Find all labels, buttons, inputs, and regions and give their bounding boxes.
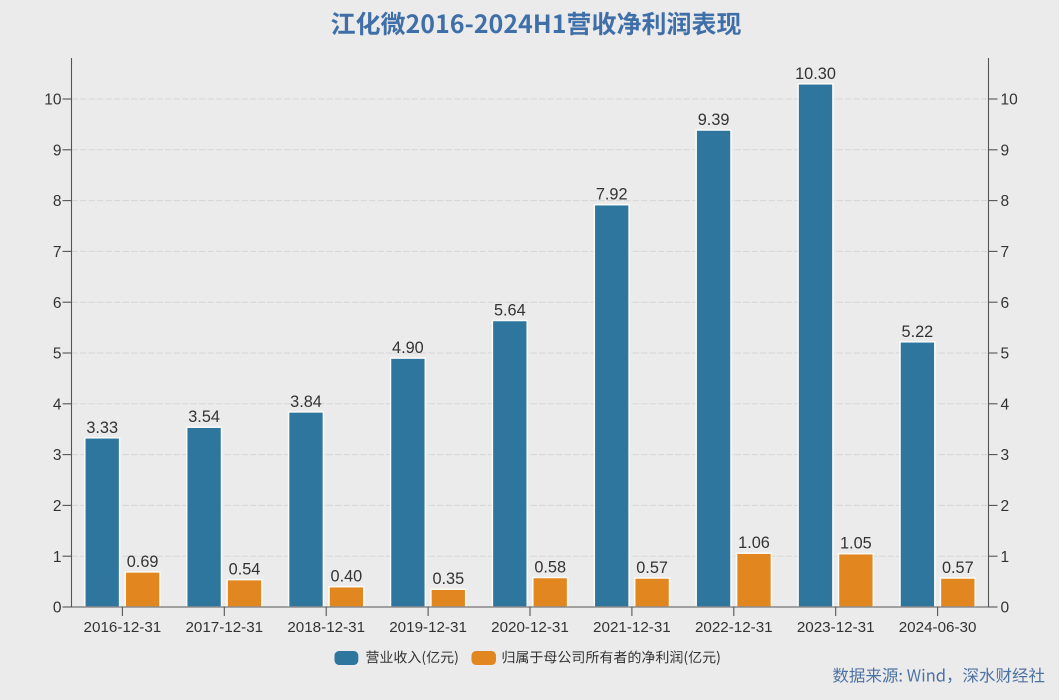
svg-text:5.22: 5.22 — [902, 323, 934, 341]
svg-text:6: 6 — [53, 295, 62, 312]
svg-text:1.06: 1.06 — [738, 534, 770, 552]
svg-text:3: 3 — [1001, 447, 1010, 464]
svg-text:1: 1 — [1001, 549, 1010, 566]
svg-text:0.57: 0.57 — [942, 559, 974, 577]
svg-text:3.33: 3.33 — [86, 419, 118, 437]
svg-text:0.54: 0.54 — [229, 561, 261, 579]
svg-text:7.92: 7.92 — [596, 186, 628, 204]
svg-text:6: 6 — [1001, 295, 1010, 312]
svg-text:2024-06-30: 2024-06-30 — [899, 619, 977, 636]
svg-text:5.64: 5.64 — [494, 302, 526, 320]
svg-text:3: 3 — [53, 447, 62, 464]
svg-text:2022-12-31: 2022-12-31 — [695, 619, 773, 636]
svg-text:0.57: 0.57 — [636, 559, 668, 577]
svg-text:8: 8 — [53, 193, 62, 210]
svg-text:0.58: 0.58 — [534, 559, 566, 577]
svg-text:2: 2 — [53, 498, 62, 515]
svg-text:0.69: 0.69 — [127, 553, 159, 571]
svg-text:3.54: 3.54 — [188, 408, 220, 426]
svg-text:1.05: 1.05 — [840, 535, 872, 553]
svg-text:0: 0 — [53, 600, 62, 617]
svg-text:5: 5 — [53, 346, 62, 363]
svg-text:4: 4 — [53, 396, 62, 413]
svg-text:5: 5 — [1001, 346, 1010, 363]
svg-text:0.35: 0.35 — [432, 570, 464, 588]
svg-text:2019-12-31: 2019-12-31 — [389, 619, 467, 636]
svg-text:4.90: 4.90 — [392, 339, 424, 357]
svg-text:8: 8 — [1001, 193, 1010, 210]
svg-text:10.30: 10.30 — [795, 65, 836, 83]
svg-text:10: 10 — [1001, 92, 1019, 109]
svg-text:2: 2 — [1001, 498, 1010, 515]
svg-text:0: 0 — [1001, 600, 1010, 617]
svg-text:2016-12-31: 2016-12-31 — [84, 619, 162, 636]
svg-text:10: 10 — [44, 92, 62, 109]
svg-text:0.40: 0.40 — [331, 568, 363, 586]
svg-text:7: 7 — [1001, 244, 1010, 261]
svg-text:1: 1 — [53, 549, 62, 566]
svg-text:4: 4 — [1001, 396, 1010, 413]
svg-text:9: 9 — [1001, 142, 1010, 159]
svg-text:9: 9 — [53, 142, 62, 159]
svg-text:9.39: 9.39 — [698, 111, 730, 129]
svg-text:2020-12-31: 2020-12-31 — [491, 619, 569, 636]
svg-text:2023-12-31: 2023-12-31 — [797, 619, 875, 636]
svg-text:2017-12-31: 2017-12-31 — [185, 619, 263, 636]
svg-text:2018-12-31: 2018-12-31 — [287, 619, 365, 636]
svg-text:7: 7 — [53, 244, 62, 261]
svg-text:3.84: 3.84 — [290, 393, 322, 411]
svg-text:2021-12-31: 2021-12-31 — [593, 619, 671, 636]
